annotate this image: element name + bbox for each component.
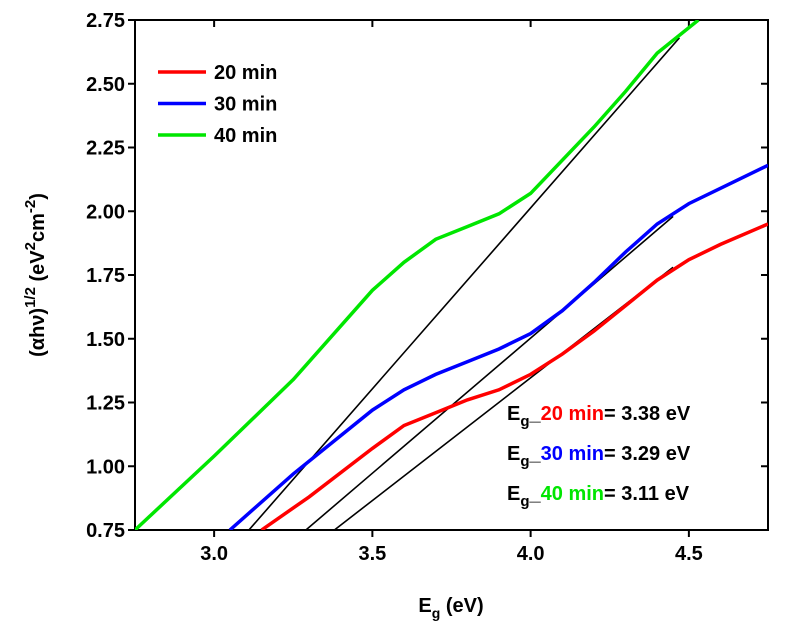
eg-annotation: Eg_40 min= 3.11 eV [507,483,690,510]
eg-subscript: g [520,413,529,430]
eg-subscript: g [520,453,529,470]
eg-series: 20 min [541,403,604,425]
y-label-superscript: -2 [22,200,39,213]
eg-separator: _ [529,403,542,425]
eg-symbol: E [507,483,520,505]
y-tick-label: 2.50 [86,74,125,96]
y-axis-label: (αhν)1/2 (eV2cm-2) [22,193,49,357]
y-label-part: ) [27,193,49,200]
x-axis-label: Eg (eV) [418,595,483,621]
legend-label: 40 min [214,125,277,147]
legend-label: 30 min [214,94,277,116]
x-label-symbol: E [418,595,431,617]
eg-subscript: g [520,493,529,510]
eg-series: 40 min [541,483,604,505]
y-tick-label: 1.75 [86,265,125,287]
eg-value: = 3.29 eV [604,443,691,465]
data-line [305,215,674,530]
y-label-part: (eV [27,250,49,287]
eg-value: = 3.11 eV [604,483,690,505]
eg-annotation: Eg_20 min= 3.38 eV [507,403,691,430]
y-tick-label: 2.75 [86,10,125,32]
eg-value: = 3.38 eV [604,403,691,425]
y-tick-label: 1.00 [86,456,125,478]
eg-separator: _ [529,443,542,465]
y-tick-label: 2.25 [86,138,125,160]
eg-separator: _ [529,483,542,505]
y-label-part: cm [27,213,49,242]
y-label-part: (αhν) [27,308,49,357]
legend-label: 20 min [214,62,277,84]
y-tick-label: 1.50 [86,329,125,351]
data-line [228,163,768,530]
y-tick-label: 2.00 [86,201,125,223]
x-label-unit: (eV) [440,595,483,617]
x-tick-label: 3.0 [200,543,228,565]
data-line [260,222,768,530]
eg-symbol: E [507,403,520,425]
y-label-superscript: 2 [22,242,39,250]
eg-annotation: Eg_30 min= 3.29 eV [507,443,691,470]
x-tick-label: 4.0 [517,543,545,565]
eg-series: 30 min [541,443,604,465]
y-label-superscript: 1/2 [22,287,39,308]
data-line [135,20,700,530]
x-tick-label: 4.5 [675,543,703,565]
eg-symbol: E [507,443,520,465]
y-tick-label: 0.75 [86,520,125,542]
y-tick-label: 1.25 [86,393,125,415]
data-line [248,37,681,530]
x-label-subscript: g [432,605,441,621]
x-tick-label: 3.5 [358,543,386,565]
